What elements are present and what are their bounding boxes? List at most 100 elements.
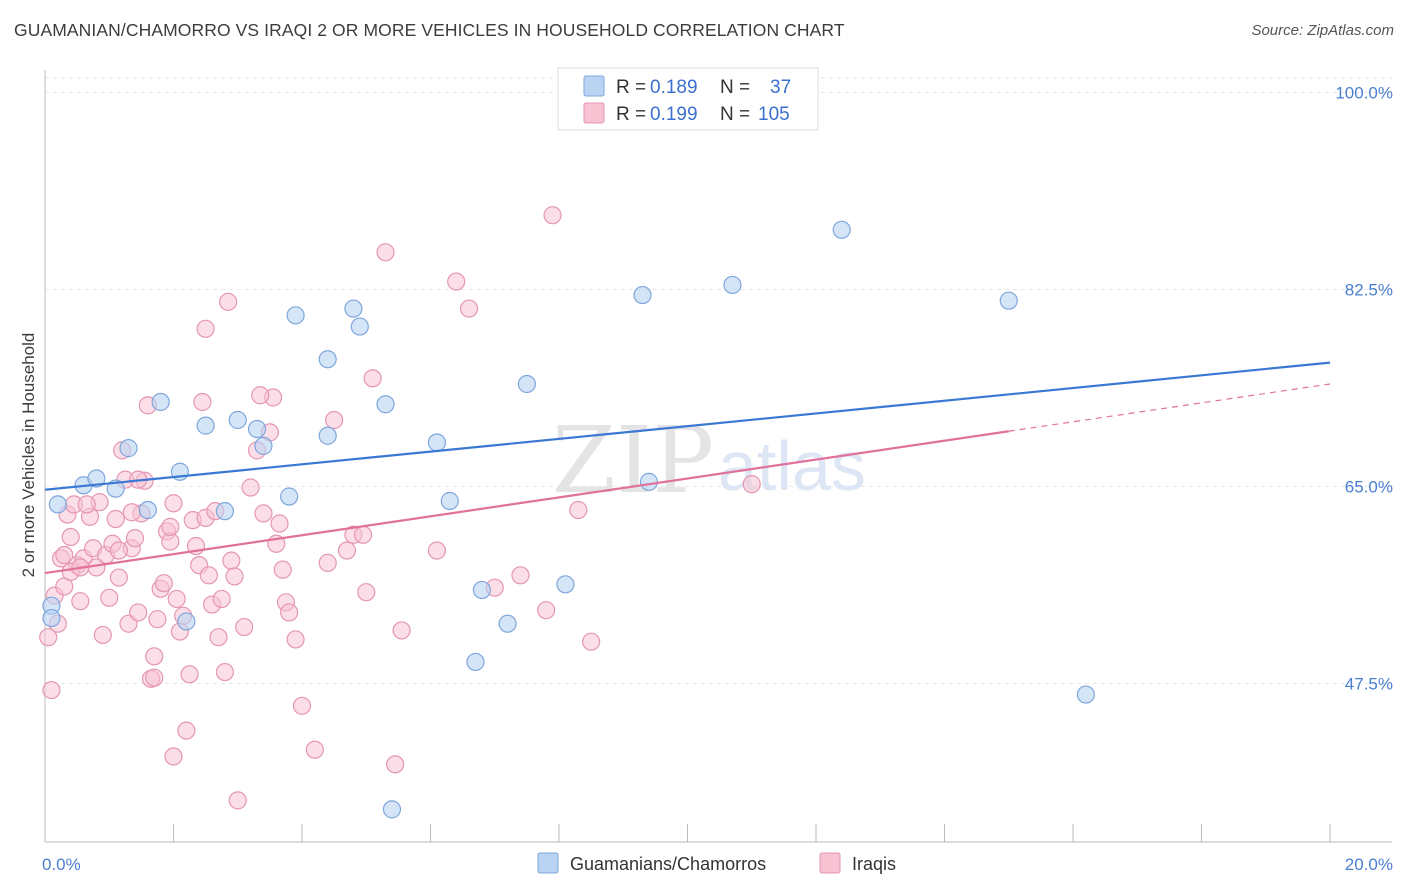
watermark-atlas: atlas [718, 427, 866, 505]
iraqis-point [145, 647, 164, 666]
iraqis-point [305, 740, 324, 759]
guamanians-point [344, 299, 363, 318]
guamanians-point [177, 612, 196, 631]
guamanians-point [196, 416, 215, 435]
guamanians-points [42, 220, 1095, 819]
iraqis-point [164, 747, 183, 766]
iraqis-point [109, 568, 128, 587]
legend-n-label-1: N = [720, 77, 750, 98]
source-label: Source: ZipAtlas.com [1251, 22, 1394, 39]
trend-lines [44, 361, 1331, 575]
guamanians-point [498, 614, 517, 633]
legend-n-label-2: N = [720, 104, 750, 125]
iraqis-point [106, 509, 125, 529]
guamanians-point [318, 426, 337, 445]
guamanians-point [42, 608, 61, 628]
iraqis-point [193, 392, 212, 412]
legend-r-value-1: 0.189 [650, 77, 698, 98]
iraqis-point [353, 525, 373, 544]
bottom-legend-swatch-pink [819, 852, 841, 874]
iraqis-point [42, 680, 61, 700]
bottom-legend: Guamanians/Chamorros Iraqis [537, 852, 896, 874]
iraqis-point [318, 553, 337, 573]
iraqis-point [459, 299, 479, 318]
iraqis-point [77, 495, 96, 514]
iraqis-points [39, 206, 761, 810]
watermark: ZIP atlas [552, 407, 866, 514]
guamanians-point [723, 275, 742, 295]
iraqis-point [209, 628, 228, 647]
iraqis-point [447, 272, 466, 291]
y-tick-label: 65.0% [1345, 477, 1393, 496]
iraqis-point [742, 475, 761, 494]
iraqis-point [241, 478, 260, 497]
guamanians-point [280, 487, 299, 506]
iraqis-point [392, 621, 411, 640]
y-tick-label: 100.0% [1335, 84, 1393, 103]
guamanians-point [440, 491, 459, 511]
iraqis-point [569, 500, 588, 520]
y-tick-labels: 47.5% 65.0% 82.5% 100.0% [1335, 84, 1393, 694]
iraqis-point [363, 369, 382, 388]
iraqis-point [154, 574, 173, 593]
guamanians-point [376, 395, 395, 414]
guamanians-point [228, 410, 247, 430]
guamanians-point [639, 472, 659, 491]
iraqis-point [251, 386, 270, 405]
iraqis-point [61, 527, 80, 547]
iraqis-point [180, 665, 199, 684]
guamanians-point [119, 439, 138, 458]
iraqis-point [225, 567, 244, 586]
axes [44, 70, 1392, 843]
iraqis-point [199, 566, 218, 585]
legend-n-value-1: 37 [770, 77, 791, 98]
y-tick-label: 82.5% [1345, 280, 1393, 299]
iraqis-point [386, 755, 405, 774]
iraqis-point [543, 206, 562, 225]
iraqis-point [582, 632, 601, 651]
guamanians-point [87, 469, 106, 488]
x-tick-labels: 0.0% 20.0% [42, 855, 1393, 874]
guamanians-point [254, 436, 273, 455]
bottom-legend-iraqis: Iraqis [852, 854, 896, 874]
guamanians-point [350, 317, 369, 336]
iraqis-point [286, 630, 305, 649]
guamanians-point [247, 419, 267, 439]
iraqis-point [337, 541, 357, 560]
y-tick-label: 47.5% [1345, 674, 1393, 693]
iraqis-point [511, 566, 530, 585]
watermark-zip: ZIP [552, 407, 714, 514]
y-axis-label: 2 or more Vehicles in Household [19, 333, 38, 578]
iraqis-point [93, 625, 112, 645]
gridlines [45, 77, 1392, 684]
legend-r-label-1: R = [616, 77, 646, 98]
iraqis-point [215, 662, 234, 682]
iraqis-point [235, 617, 254, 637]
iraqis-point [273, 560, 292, 579]
iraqis-point [325, 410, 344, 430]
iraqis-point [427, 541, 447, 560]
iraqis-point [55, 545, 74, 565]
iraqis-point [254, 504, 273, 523]
legend-swatch-pink [583, 102, 605, 124]
guamanians-point [466, 652, 485, 672]
guamanians-point [215, 502, 234, 521]
legend-r-label-2: R = [616, 104, 646, 125]
iraqis-point [280, 603, 299, 622]
iraqis-point [125, 529, 145, 548]
iraqis-point [357, 583, 376, 602]
guamanians-point [151, 392, 170, 412]
iraqis-point [537, 601, 556, 620]
legend-n-value-2: 105 [758, 104, 790, 125]
guamanians-point [286, 306, 305, 325]
iraqis-trend-line [44, 430, 1009, 575]
guamanians-point [832, 220, 851, 239]
guamanians-point [427, 433, 447, 452]
x-tick-label: 20.0% [1345, 855, 1393, 874]
iraqis-point [292, 696, 312, 715]
iraqis-point [212, 589, 231, 609]
legend-r-value-2: 0.199 [650, 104, 698, 125]
legend-swatch-blue [583, 75, 605, 97]
iraqis-point [100, 588, 119, 607]
